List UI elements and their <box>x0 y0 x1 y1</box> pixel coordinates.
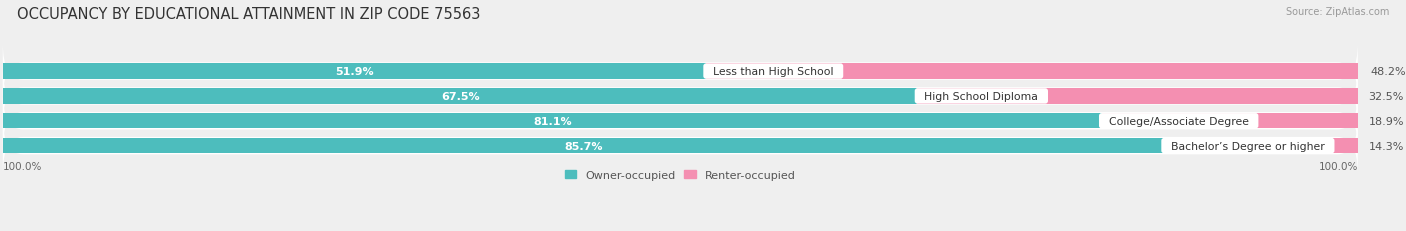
Bar <box>3 89 917 104</box>
Text: Source: ZipAtlas.com: Source: ZipAtlas.com <box>1285 7 1389 17</box>
Text: High School Diploma: High School Diploma <box>917 91 1045 101</box>
Bar <box>3 138 1164 154</box>
Text: 67.5%: 67.5% <box>441 91 479 101</box>
Legend: Owner-occupied, Renter-occupied: Owner-occupied, Renter-occupied <box>561 166 800 185</box>
Text: College/Associate Degree: College/Associate Degree <box>1102 116 1256 126</box>
Text: 18.9%: 18.9% <box>1368 116 1405 126</box>
Text: OCCUPANCY BY EDUCATIONAL ATTAINMENT IN ZIP CODE 75563: OCCUPANCY BY EDUCATIONAL ATTAINMENT IN Z… <box>17 7 481 22</box>
FancyBboxPatch shape <box>3 118 1358 174</box>
Bar <box>1102 114 1358 129</box>
Text: Bachelor’s Degree or higher: Bachelor’s Degree or higher <box>1164 141 1331 151</box>
Bar <box>3 114 1102 129</box>
Text: 100.0%: 100.0% <box>3 161 42 171</box>
FancyBboxPatch shape <box>3 93 1358 150</box>
Text: 32.5%: 32.5% <box>1368 91 1405 101</box>
Text: 81.1%: 81.1% <box>533 116 572 126</box>
Text: 14.3%: 14.3% <box>1368 141 1405 151</box>
Bar <box>917 89 1358 104</box>
Bar <box>706 64 1360 79</box>
Text: 48.2%: 48.2% <box>1369 67 1406 77</box>
Bar <box>1164 138 1358 154</box>
Text: 100.0%: 100.0% <box>1319 161 1358 171</box>
FancyBboxPatch shape <box>3 68 1358 125</box>
Bar <box>3 64 706 79</box>
Text: 51.9%: 51.9% <box>335 67 374 77</box>
Text: Less than High School: Less than High School <box>706 67 841 77</box>
FancyBboxPatch shape <box>3 43 1358 100</box>
Text: 85.7%: 85.7% <box>564 141 603 151</box>
